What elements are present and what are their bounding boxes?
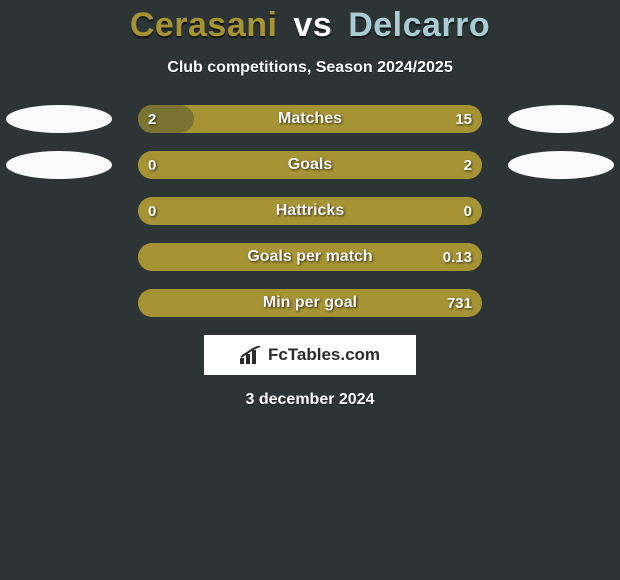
player1-name: Cerasani	[130, 6, 278, 44]
team1-logo-blob	[6, 151, 112, 179]
stat-row: Min per goal731	[0, 289, 620, 317]
stat-bar-fill-right	[138, 243, 482, 271]
stat-row: Matches215	[0, 105, 620, 133]
stat-row: Hattricks00	[0, 197, 620, 225]
stat-bar-fill-right	[138, 151, 482, 179]
stat-bar-track	[138, 243, 482, 271]
page-title: Cerasani vs Delcarro	[0, 0, 620, 45]
player2-name: Delcarro	[348, 6, 490, 44]
brand-logo: FcTables.com	[204, 335, 416, 375]
stat-bar-track	[138, 151, 482, 179]
stat-bar-track	[138, 289, 482, 317]
stat-bar-fill-right	[194, 105, 482, 133]
stats-stage: Matches215 Goals02 Hattricks00 Goals per ma…	[0, 105, 620, 317]
stat-row: Goals02	[0, 151, 620, 179]
date-text: 3 december 2024	[0, 391, 620, 409]
vs-label: vs	[293, 6, 332, 44]
brand-text: FcTables.com	[268, 345, 380, 365]
bars-icon	[240, 346, 262, 364]
stat-row: Goals per match0.13	[0, 243, 620, 271]
stat-bar-track	[138, 197, 482, 225]
subtitle: Club competitions, Season 2024/2025	[0, 59, 620, 77]
comparison-card: Cerasani vs Delcarro Club competitions, …	[0, 0, 620, 580]
team1-logo-blob	[6, 105, 112, 133]
stat-bar-fill-left	[138, 105, 194, 133]
stat-bar-fill-right	[138, 289, 482, 317]
stat-bar-track	[138, 105, 482, 133]
team2-logo-blob	[508, 105, 614, 133]
team2-logo-blob	[508, 151, 614, 179]
